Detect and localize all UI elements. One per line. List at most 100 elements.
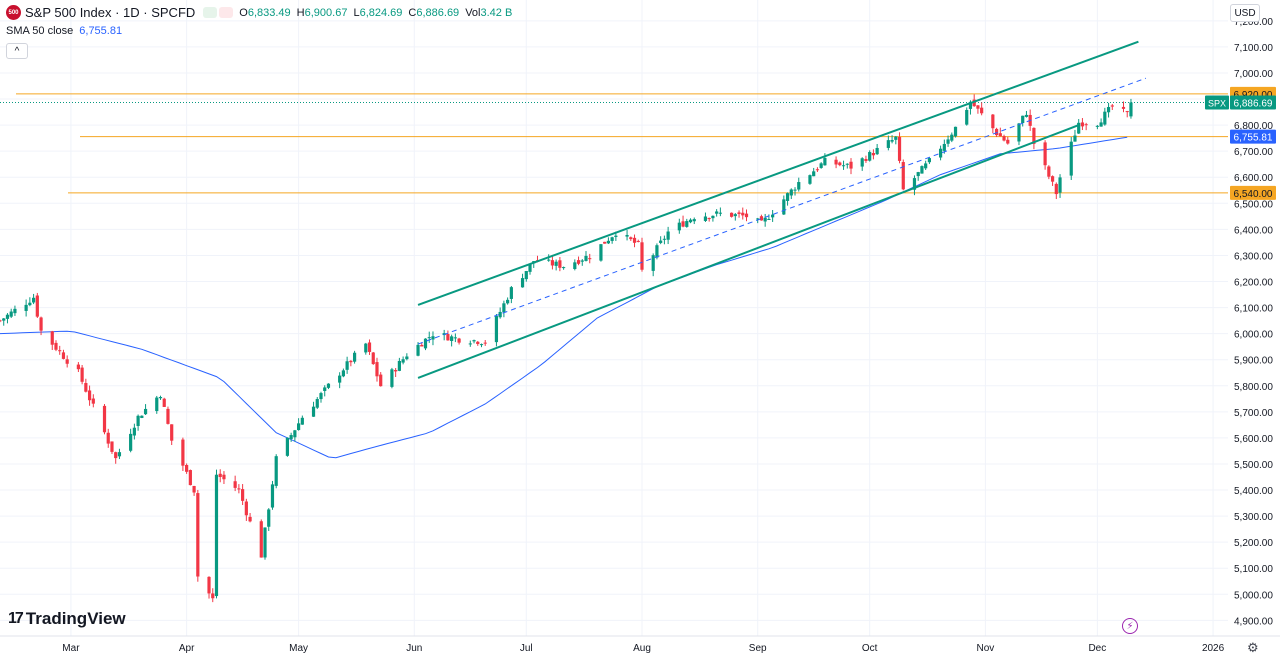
candle-body — [263, 527, 267, 558]
candle-body — [901, 162, 905, 190]
candle-body — [711, 215, 715, 219]
candle-body — [927, 158, 931, 163]
x-tick-label: Dec — [1088, 643, 1106, 654]
candle-body — [237, 488, 241, 490]
candle-body — [457, 338, 461, 343]
candle-body — [431, 336, 435, 340]
candle-body — [319, 393, 323, 400]
candle-body — [13, 308, 17, 314]
price-symbol-bg — [1205, 95, 1229, 110]
sma-line — [0, 136, 1128, 459]
candle-body — [0, 320, 2, 322]
time-axis[interactable]: Mar Apr May Jun Jul Aug Sep Oct Nov Dec 2026 — [0, 635, 1280, 660]
candle-body — [1054, 183, 1058, 195]
candle-body — [39, 317, 43, 331]
x-tick-label: Jun — [406, 643, 422, 654]
level-label-bg — [1230, 129, 1276, 144]
candle-body — [894, 136, 898, 140]
logo-mark: 17 — [8, 610, 24, 627]
candle-body — [692, 219, 696, 222]
candle-body — [364, 343, 368, 353]
candle-body — [629, 237, 633, 240]
tradingview-logo[interactable]: 17 TradingView — [8, 609, 126, 629]
candle-body — [1077, 122, 1081, 134]
y-tick-label: 5,700.00 — [1234, 408, 1273, 419]
bolt-icon[interactable]: ⚡ — [1122, 618, 1138, 634]
y-tick-label: 7,100.00 — [1234, 43, 1273, 54]
candle-body — [132, 427, 136, 436]
candle-body — [427, 337, 431, 339]
y-tick-label: 6,500.00 — [1234, 199, 1273, 210]
candle-body — [338, 375, 342, 383]
ohlc-value: 6,886.69 — [416, 6, 460, 19]
candle-body — [1073, 135, 1077, 142]
candle-body — [1058, 177, 1062, 193]
sma-label: SMA 50 close — [6, 25, 74, 37]
candle-body — [244, 501, 248, 516]
candle-body — [218, 473, 222, 478]
candle-body — [580, 260, 584, 262]
ohlc-item: O6,833.49 — [239, 7, 290, 19]
y-tick-label: 5,100.00 — [1234, 564, 1273, 575]
candle-body — [785, 193, 790, 201]
candle-body — [1099, 122, 1103, 127]
candle-body — [1024, 114, 1029, 117]
symbol-badge-icon[interactable]: 500 — [6, 5, 21, 20]
candle-body — [416, 344, 420, 356]
candle-body — [31, 297, 36, 303]
candle-body — [476, 341, 480, 344]
collapse-icon[interactable]: ^ — [6, 43, 28, 59]
y-tick-label: 4,900.00 — [1234, 616, 1273, 627]
y-tick-label: 5,800.00 — [1234, 382, 1273, 393]
currency-button[interactable]: USD — [1230, 4, 1260, 22]
candle-body — [394, 370, 398, 372]
candle-body — [267, 509, 271, 527]
channel-upper — [417, 40, 1139, 306]
horizontal-levels[interactable] — [0, 93, 1228, 194]
gear-icon[interactable]: ⚙ — [1247, 640, 1259, 655]
candle-body — [950, 134, 954, 141]
candle-body — [35, 295, 39, 317]
candle-body — [506, 299, 510, 304]
ohlc-key: L — [353, 6, 360, 19]
candle-body — [834, 159, 838, 165]
candle-body — [812, 171, 816, 177]
candle-body — [528, 263, 532, 272]
eye-icon[interactable] — [203, 7, 218, 18]
wave-icon[interactable] — [219, 7, 234, 18]
candle-body — [297, 423, 301, 431]
candle-body — [744, 213, 749, 218]
sma-legend[interactable]: SMA 50 close 6,755.81 — [6, 25, 122, 37]
candle-body — [946, 139, 950, 144]
ohlc-item: H6,900.67 — [297, 7, 348, 19]
ohlc-key: C — [408, 6, 417, 19]
trend-channel[interactable] — [417, 40, 1147, 379]
sma-value: 6,755.81 — [79, 25, 123, 37]
candle-body — [729, 212, 734, 217]
candle-body — [259, 521, 263, 558]
candle-body — [659, 240, 663, 243]
candle-body — [341, 370, 345, 377]
candle-body — [274, 456, 278, 486]
candle-body — [233, 481, 237, 488]
symbol-title[interactable]: S&P 500 Index · 1D · SPCFD — [25, 5, 196, 20]
candle-body — [558, 260, 562, 268]
candle-body — [599, 244, 603, 261]
candle-body — [524, 271, 528, 280]
candle-body — [715, 211, 719, 214]
candle-body — [610, 237, 614, 241]
candle-body — [771, 214, 775, 218]
candle-body — [924, 163, 928, 169]
y-tick-label: 5,200.00 — [1234, 538, 1273, 549]
candle-body — [1069, 141, 1073, 176]
price-axis[interactable]: 4,900.00 5,000.00 5,100.00 5,200.00 5,300.00… — [1228, 0, 1280, 660]
x-tick-label: May — [289, 643, 308, 654]
candle-body — [352, 352, 357, 362]
candle-body — [793, 189, 797, 191]
x-tick-label: Aug — [633, 643, 651, 654]
candle-body — [815, 169, 820, 171]
x-tick-label: Apr — [179, 643, 195, 654]
candle-body — [498, 311, 502, 318]
candle-body — [241, 489, 245, 501]
